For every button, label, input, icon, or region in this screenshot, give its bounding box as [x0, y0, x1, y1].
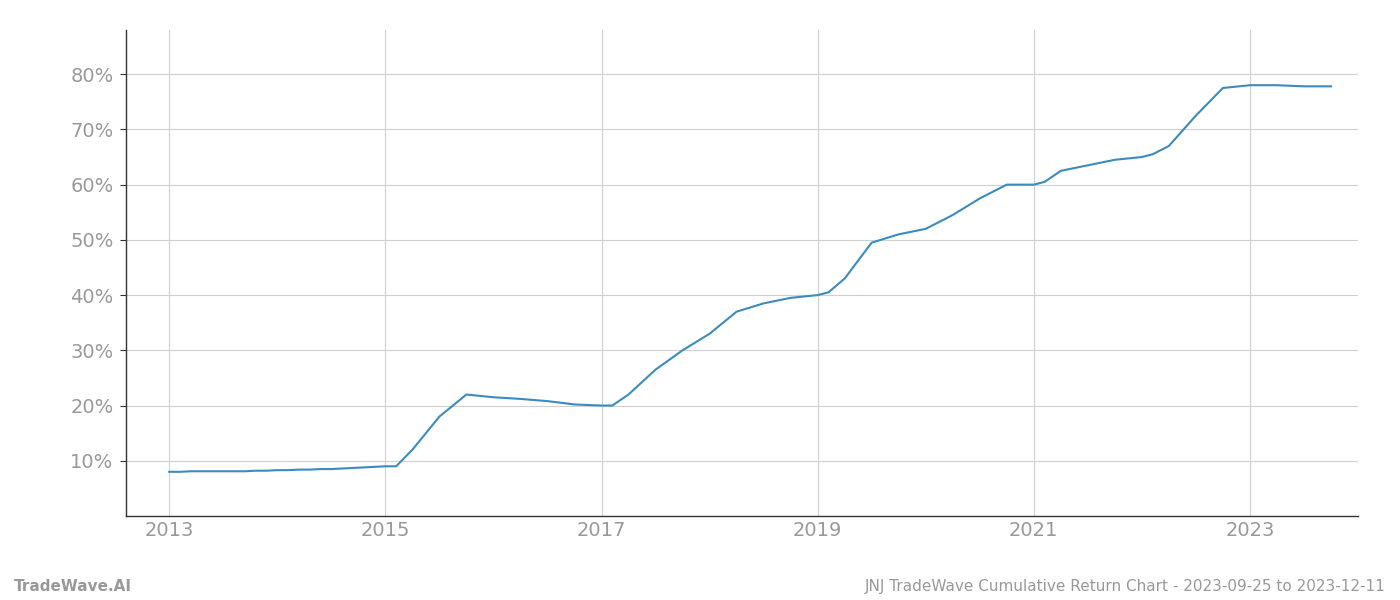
Text: JNJ TradeWave Cumulative Return Chart - 2023-09-25 to 2023-12-11: JNJ TradeWave Cumulative Return Chart - …: [865, 579, 1386, 594]
Text: TradeWave.AI: TradeWave.AI: [14, 579, 132, 594]
